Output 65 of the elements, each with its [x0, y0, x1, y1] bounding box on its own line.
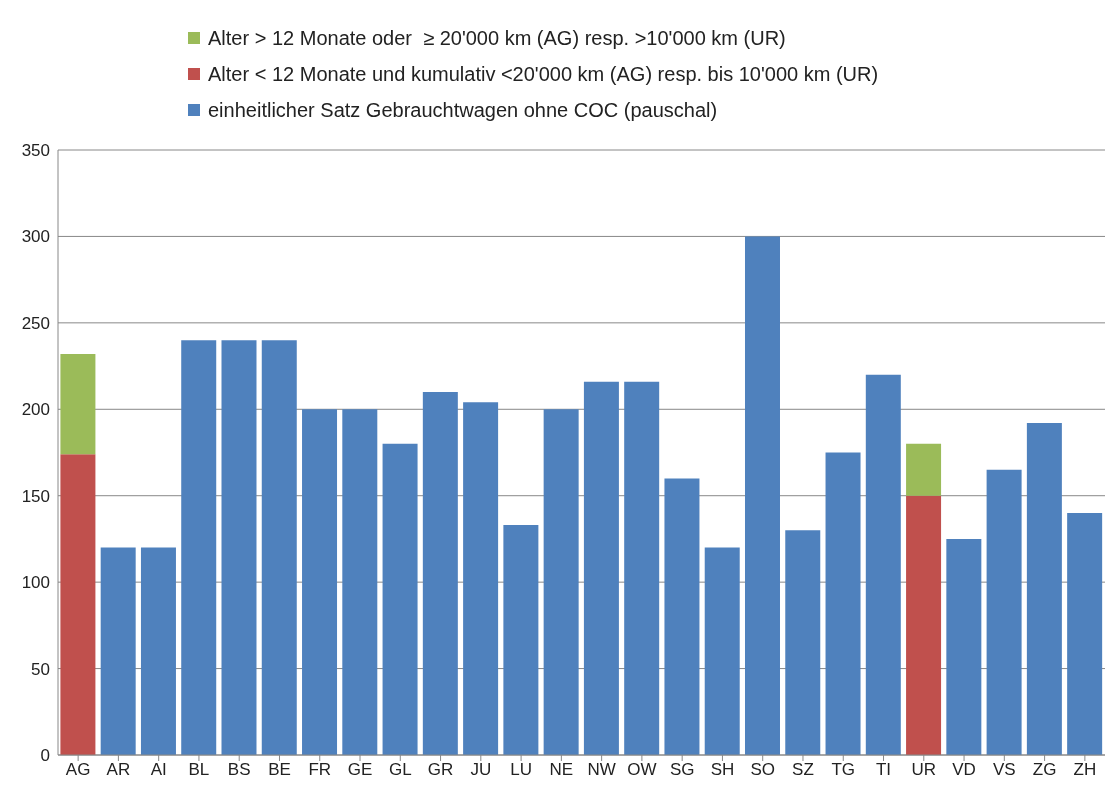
- bar: [624, 381, 660, 755]
- bar: [422, 392, 458, 755]
- y-tick-label: 200: [21, 400, 50, 420]
- x-tick-label: SZ: [792, 760, 814, 780]
- x-tick-label: VD: [952, 760, 976, 780]
- bar: [463, 402, 499, 755]
- bar: [221, 340, 257, 755]
- x-tick-label: UR: [911, 760, 937, 780]
- bar: [60, 454, 96, 755]
- y-tick-label: 150: [21, 486, 50, 506]
- x-tick-label: TI: [875, 760, 892, 780]
- x-tick-label: GE: [347, 760, 373, 780]
- bar: [60, 353, 96, 455]
- x-tick-label: AG: [65, 760, 91, 780]
- y-tick-label: 350: [21, 141, 50, 161]
- bar: [140, 547, 176, 755]
- bar: [503, 525, 539, 755]
- bar: [100, 547, 136, 755]
- x-tick-label: VS: [992, 760, 1016, 780]
- legend-label: einheitlicher Satz Gebrauchtwagen ohne COC (pauschal): [208, 98, 718, 122]
- bar: [181, 340, 217, 755]
- x-tick-label: LU: [510, 760, 532, 780]
- x-tick-label: SH: [710, 760, 735, 780]
- bar: [744, 236, 780, 755]
- bar: [261, 340, 297, 755]
- bar: [1067, 513, 1103, 755]
- x-tick-label: NW: [587, 760, 616, 780]
- x-tick-label: BS: [227, 760, 251, 780]
- x-tick-label: GL: [388, 760, 412, 780]
- bar: [825, 452, 861, 755]
- bar: [543, 409, 579, 755]
- bar: [906, 443, 942, 496]
- x-tick-label: BE: [268, 760, 291, 780]
- x-tick-label: BL: [188, 760, 210, 780]
- y-tick-label: 50: [31, 659, 50, 679]
- bar: [785, 530, 821, 755]
- bar: [583, 381, 619, 755]
- x-tick-label: SO: [750, 760, 775, 780]
- legend-label: Alter < 12 Monate und kumulativ <20'000 km (AG) resp. bis 10'000 km (UR): [208, 62, 879, 86]
- bar: [906, 495, 942, 755]
- x-tick-label: OW: [627, 760, 657, 780]
- y-tick-label: 0: [40, 746, 50, 766]
- bar: [1026, 423, 1062, 755]
- x-tick-label: GR: [427, 760, 454, 780]
- x-tick-label: ZG: [1032, 760, 1057, 780]
- x-tick-label: FR: [308, 760, 332, 780]
- bar: [704, 547, 740, 755]
- x-tick-label: TG: [831, 760, 856, 780]
- x-tick-label: NE: [549, 760, 574, 780]
- y-tick-label: 100: [21, 573, 50, 593]
- x-tick-label: AI: [150, 760, 167, 780]
- y-tick-label: 250: [21, 313, 50, 333]
- bar: [664, 478, 700, 755]
- bar: [342, 409, 378, 755]
- x-tick-label: SG: [669, 760, 695, 780]
- legend-label: Alter > 12 Monate oder ≥ 20'000 km (AG) resp. >10'000 km (UR): [208, 26, 786, 50]
- bar: [865, 374, 901, 755]
- bar: [986, 469, 1022, 755]
- bar: [302, 409, 338, 755]
- x-tick-label: ZH: [1073, 760, 1097, 780]
- x-tick-label: JU: [470, 760, 492, 780]
- x-tick-label: AR: [106, 760, 131, 780]
- bar: [382, 443, 418, 755]
- y-tick-label: 300: [21, 227, 50, 247]
- bar: [946, 538, 982, 755]
